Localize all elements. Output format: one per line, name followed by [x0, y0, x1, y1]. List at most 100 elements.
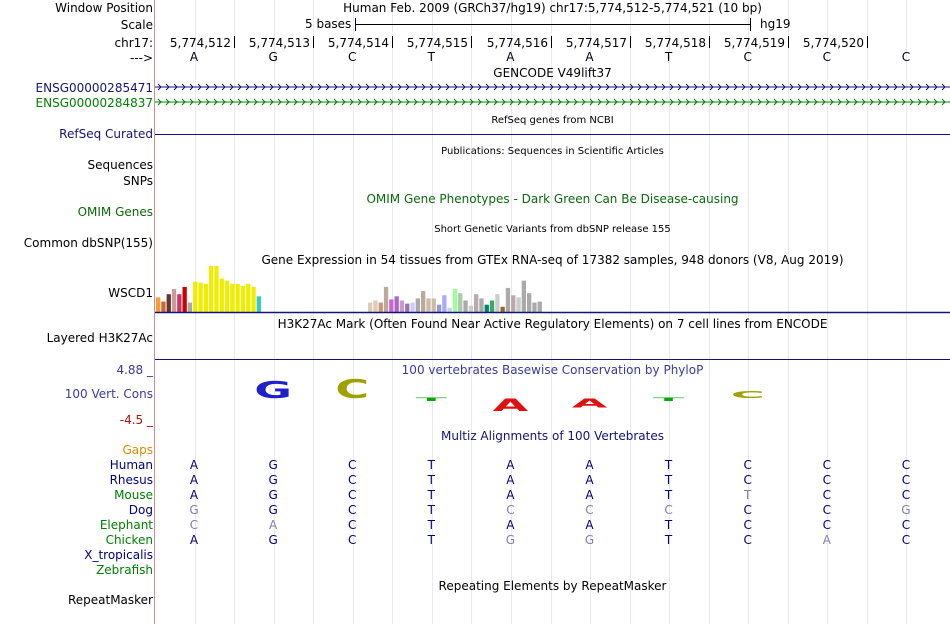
strand-chevron: [645, 98, 650, 106]
ruler-tick: [630, 36, 631, 48]
ruler-base[interactable]: A: [506, 50, 515, 64]
dbsnp-label[interactable]: Common dbSNP(155): [23, 236, 153, 250]
refseq-label[interactable]: RefSeq Curated: [59, 127, 153, 141]
strand-chevron: [613, 83, 618, 91]
gencode-gene-features[interactable]: [155, 80, 950, 112]
species-label[interactable]: Rhesus: [109, 473, 153, 487]
strand-chevron: [165, 98, 170, 106]
sequences-label[interactable]: Sequences: [87, 158, 153, 172]
strand-chevron: [565, 98, 570, 106]
alignment-base: G: [189, 503, 199, 517]
ruler-position: 5,774,517: [565, 36, 627, 50]
gtex-expression-chart[interactable]: [155, 266, 950, 314]
species-label[interactable]: Dog: [128, 503, 153, 517]
ruler-base[interactable]: A: [189, 50, 199, 64]
conservation-logo-letter: G: [254, 376, 292, 404]
strand-chevron: [877, 83, 882, 91]
strand-chevron: [469, 83, 474, 91]
strand-chevron: [741, 83, 746, 91]
gtex-bar: [389, 299, 394, 312]
gaps-label[interactable]: Gaps: [122, 443, 153, 457]
alignment-base: A: [506, 458, 515, 472]
strand-chevron: [821, 98, 826, 106]
strand-chevron: [293, 83, 298, 91]
alignment-base: C: [901, 473, 911, 487]
gtex-bar: [182, 286, 187, 312]
strand-chevron: [213, 98, 218, 106]
gtex-bar: [209, 266, 214, 312]
alignment-base: C: [901, 458, 911, 472]
strand-chevron: [413, 83, 418, 91]
strand-chevron: [493, 98, 498, 106]
strand-chevron: [533, 83, 538, 91]
h3k27ac-label[interactable]: Layered H3K27Ac: [46, 331, 153, 345]
conservation-label[interactable]: 100 Vert. Cons: [64, 387, 153, 401]
gtex-bar: [458, 293, 463, 312]
alignment-base: A: [506, 488, 515, 502]
strand-chevron: [461, 83, 466, 91]
gene-link-1[interactable]: ENSG00000285471: [35, 81, 153, 95]
gtex-bar: [156, 297, 161, 312]
species-label[interactable]: Mouse: [114, 488, 153, 502]
strand-chevron: [909, 83, 914, 91]
strand-chevron: [621, 98, 626, 106]
strand-chevron: [853, 98, 858, 106]
gtex-bar: [479, 298, 484, 312]
gene-link-2[interactable]: ENSG00000284837: [35, 96, 153, 110]
species-label[interactable]: Chicken: [105, 533, 153, 547]
strand-chevron: [437, 83, 442, 91]
refseq-gene-line[interactable]: [155, 134, 950, 135]
gtex-bar: [378, 302, 383, 312]
species-label[interactable]: Human: [109, 458, 153, 472]
alignment-base: C: [901, 488, 911, 502]
scale-bar-right-tick: [750, 18, 751, 31]
snps-label[interactable]: SNPs: [123, 174, 153, 188]
ruler-base[interactable]: A: [585, 50, 594, 64]
repeatmasker-label[interactable]: RepeatMasker: [67, 593, 153, 607]
strand-chevron: [213, 83, 218, 91]
strand-chevron: [421, 98, 426, 106]
species-label[interactable]: Elephant: [99, 518, 153, 532]
strand-chevron: [781, 83, 786, 91]
strand-chevron: [861, 98, 866, 106]
strand-chevron: [933, 98, 938, 106]
strand-chevron: [829, 98, 834, 106]
strand-chevron: [573, 83, 578, 91]
gtex-bar: [532, 302, 537, 312]
gtex-bar: [421, 291, 426, 312]
strand-chevron: [589, 98, 594, 106]
ruler-base[interactable]: G: [268, 50, 278, 64]
strand-chevron: [445, 98, 450, 106]
strand-chevron: [597, 83, 602, 91]
strand-chevron: [549, 98, 554, 106]
window-position-text: Human Feb. 2009 (GRCh37/hg19) chr17:5,77…: [343, 1, 762, 15]
strand-chevron: [157, 83, 162, 91]
omim-label[interactable]: OMIM Genes: [77, 205, 153, 219]
ruler-base[interactable]: T: [427, 50, 435, 64]
gtex-bar: [394, 296, 399, 312]
ruler-base[interactable]: C: [901, 50, 911, 64]
gtex-bar: [489, 300, 495, 312]
ruler-position: 5,774,512: [169, 36, 231, 50]
ruler-base[interactable]: T: [664, 50, 673, 64]
strand-chevron: [581, 98, 586, 106]
species-label[interactable]: Zebrafish: [96, 563, 153, 577]
conservation-title: 100 vertebrates Basewise Conservation by…: [401, 363, 704, 377]
alignment-base: T: [427, 503, 435, 517]
ruler-base[interactable]: C: [822, 50, 831, 64]
gtex-bar: [368, 302, 373, 312]
strand-chevron: [405, 98, 410, 106]
strand-chevron: [501, 83, 506, 91]
strand-chevron: [197, 83, 202, 91]
gtex-bar: [511, 295, 516, 312]
strand-chevron: [325, 98, 330, 106]
strand-chevron: [309, 98, 314, 106]
ruler-base[interactable]: C: [347, 50, 357, 64]
multiz-title: Multiz Alignments of 100 Vertebrates: [440, 429, 665, 443]
alignment-base: G: [268, 503, 278, 517]
species-label[interactable]: X_tropicalis: [84, 548, 153, 562]
scale-bar-left-tick: [355, 18, 356, 31]
gtex-gene-label[interactable]: WSCD1: [108, 286, 153, 300]
ruler-base[interactable]: C: [743, 50, 752, 64]
